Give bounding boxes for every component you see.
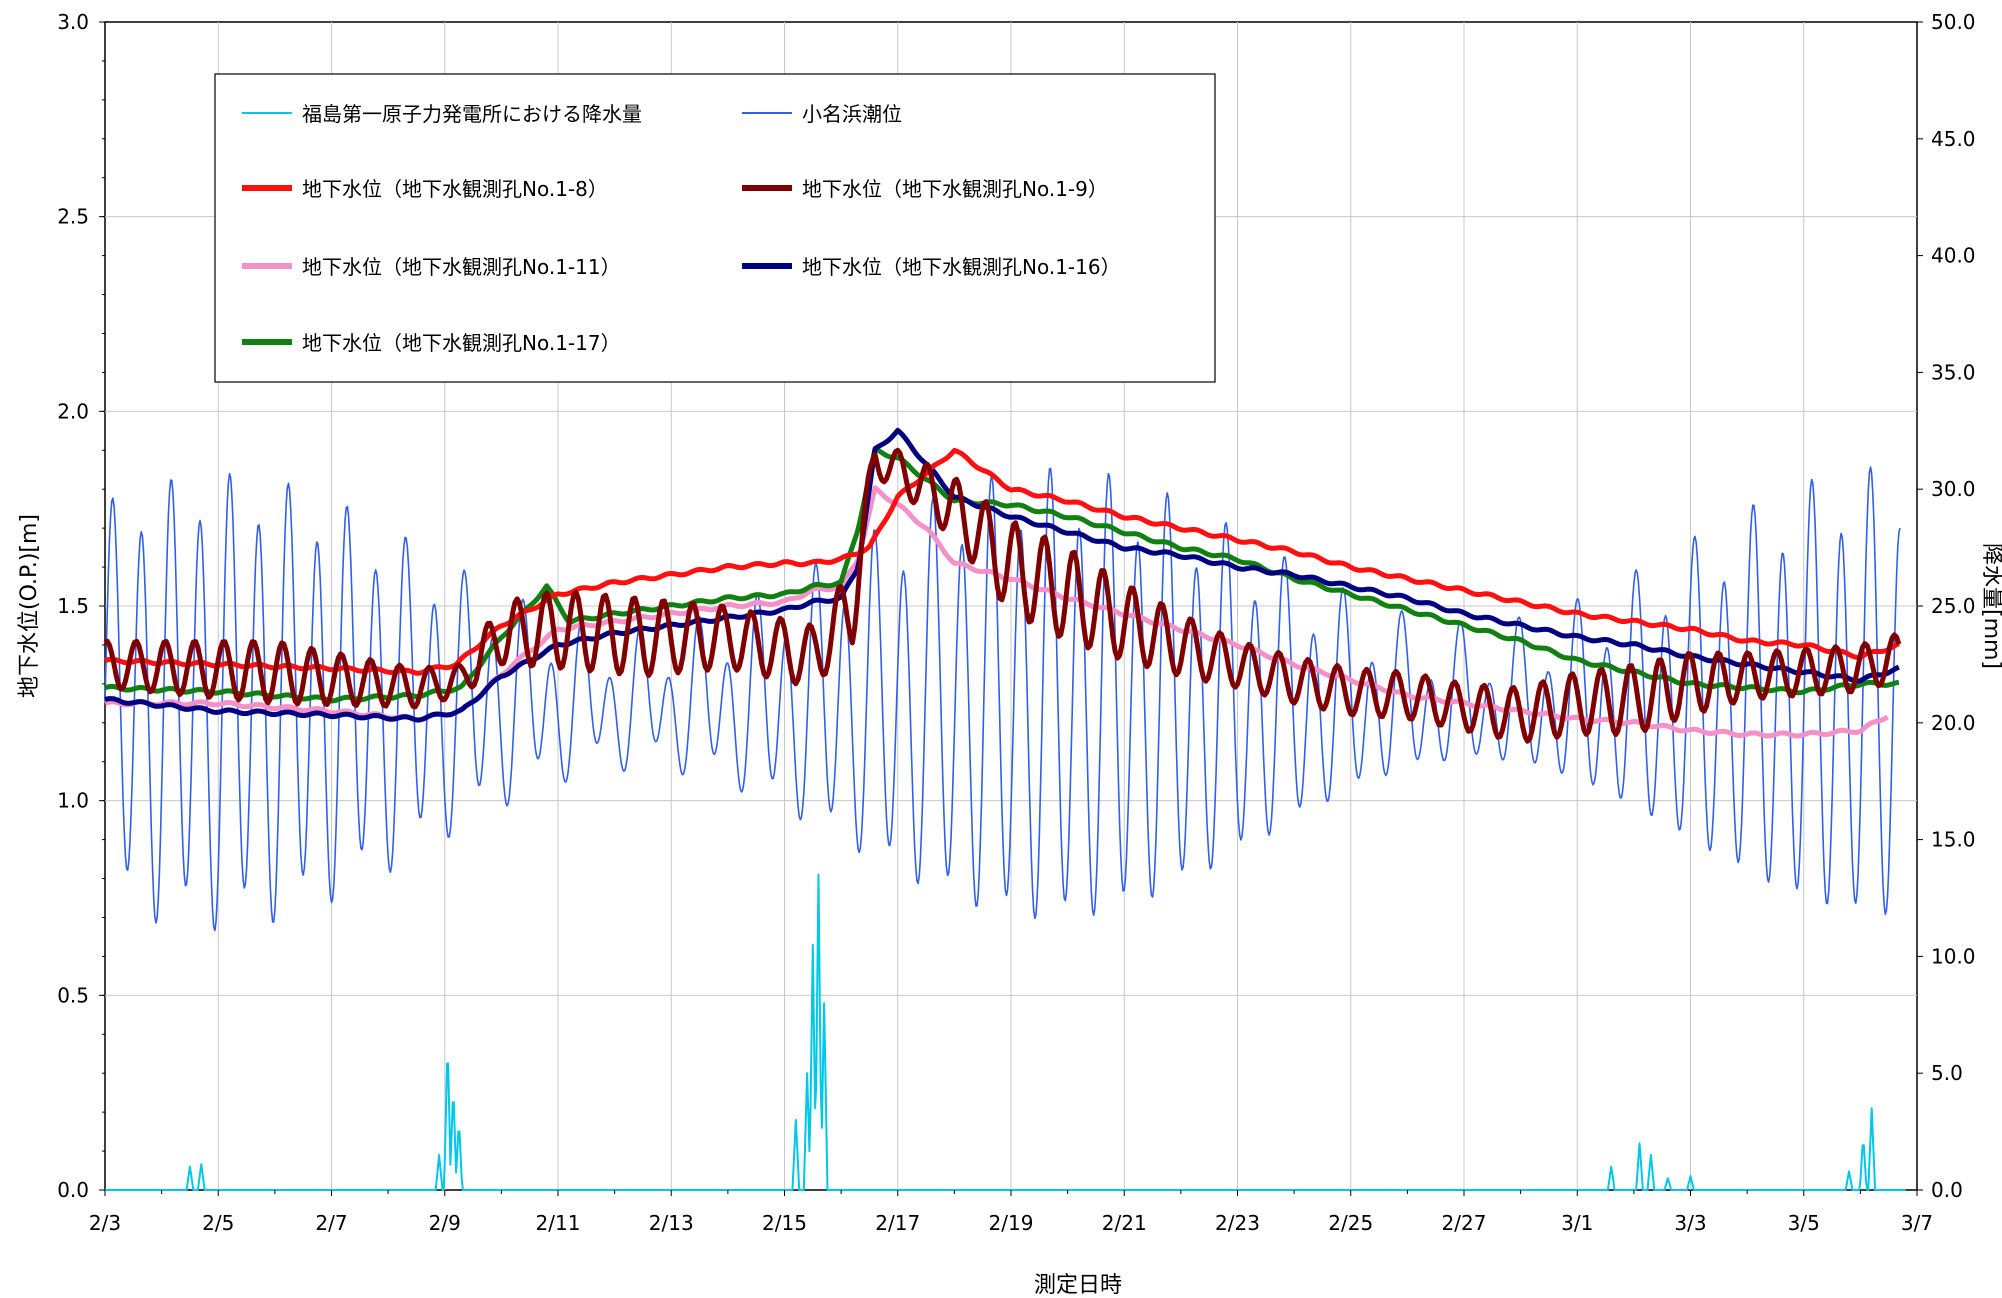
y-axis-title-left: 地下水位(O.P.)[m] bbox=[17, 514, 42, 698]
x-tick-label: 2/7 bbox=[315, 1211, 347, 1235]
series-line-tide bbox=[104, 466, 1901, 932]
y-right-tick-label: 50.0 bbox=[1931, 10, 1976, 34]
y-axis-title-right: 降水量[mm] bbox=[1979, 543, 2002, 669]
y-left-tick-label: 0.5 bbox=[57, 983, 89, 1007]
y-right-tick-label: 5.0 bbox=[1931, 1061, 1963, 1085]
x-tick-label: 2/23 bbox=[1215, 1211, 1260, 1235]
y-right-tick-label: 10.0 bbox=[1931, 944, 1976, 968]
series-layer bbox=[103, 427, 1906, 1191]
y-left-tick-label: 1.5 bbox=[57, 594, 89, 618]
x-tick-label: 3/5 bbox=[1788, 1211, 1820, 1235]
axis-labels: 2/3 2/5 2/7 2/9 2/11 2/13 2/15 2/17 2/19 2/21 2/23… bbox=[57, 10, 1975, 1235]
series-line-well-1-16 bbox=[104, 427, 1900, 723]
y-right-tick-label: 35.0 bbox=[1931, 360, 1976, 384]
x-tick-label: 2/13 bbox=[649, 1211, 694, 1235]
y-left-tick-label: 2.0 bbox=[57, 399, 89, 423]
x-tick-label: 2/25 bbox=[1328, 1211, 1373, 1235]
y-left-tick-label: 0.0 bbox=[57, 1178, 89, 1202]
x-tick-label: 2/5 bbox=[202, 1211, 234, 1235]
x-tick-label: 2/21 bbox=[1102, 1211, 1147, 1235]
y-right-tick-label: 15.0 bbox=[1931, 828, 1976, 852]
legend-label-well-1-16: 地下水位（地下水観測孔No.1-16） bbox=[802, 255, 1121, 279]
y-right-tick-label: 0.0 bbox=[1931, 1178, 1963, 1202]
x-tick-label: 2/27 bbox=[1442, 1211, 1487, 1235]
x-tick-label: 3/3 bbox=[1674, 1211, 1706, 1235]
x-tick-label: 3/7 bbox=[1901, 1211, 1933, 1235]
legend-label-well-1-17: 地下水位（地下水観測孔No.1-17） bbox=[302, 331, 621, 355]
x-tick-label: 2/19 bbox=[989, 1211, 1034, 1235]
legend-label-well-1-9: 地下水位（地下水観測孔No.1-9） bbox=[802, 177, 1108, 201]
y-right-tick-label: 45.0 bbox=[1931, 127, 1976, 151]
x-axis-title: 測定日時 bbox=[1034, 1273, 1122, 1298]
x-tick-label: 2/3 bbox=[89, 1211, 121, 1235]
legend-label-well-1-11: 地下水位（地下水観測孔No.1-11） bbox=[302, 255, 621, 279]
legend-box bbox=[214, 73, 1216, 383]
y-left-tick-label: 1.0 bbox=[57, 789, 89, 813]
y-left-tick-label: 3.0 bbox=[57, 10, 89, 34]
y-left-tick-label: 2.5 bbox=[57, 205, 89, 229]
series-line-well-1-9 bbox=[103, 447, 1902, 744]
x-tick-label: 2/17 bbox=[875, 1211, 920, 1235]
legend: 福島第一原子力発電所における降水量 小名浜潮位 地下水位（地下水観測孔No.1-… bbox=[214, 73, 1216, 383]
y-right-tick-label: 30.0 bbox=[1931, 477, 1976, 501]
y-right-tick-label: 20.0 bbox=[1931, 711, 1976, 735]
x-tick-label: 2/9 bbox=[429, 1211, 461, 1235]
y-right-tick-label: 40.0 bbox=[1931, 244, 1976, 268]
legend-label-tide: 小名浜潮位 bbox=[802, 102, 902, 126]
x-tick-label: 3/1 bbox=[1561, 1211, 1593, 1235]
x-tick-label: 2/15 bbox=[762, 1211, 807, 1235]
legend-label-well-1-8: 地下水位（地下水観測孔No.1-8） bbox=[302, 177, 608, 201]
x-tick-label: 2/11 bbox=[536, 1211, 581, 1235]
y-right-tick-label: 25.0 bbox=[1931, 594, 1976, 618]
series-line-precip bbox=[105, 873, 1906, 1191]
legend-label-precip: 福島第一原子力発電所における降水量 bbox=[302, 102, 642, 126]
series-line-well-1-17 bbox=[104, 446, 1900, 704]
